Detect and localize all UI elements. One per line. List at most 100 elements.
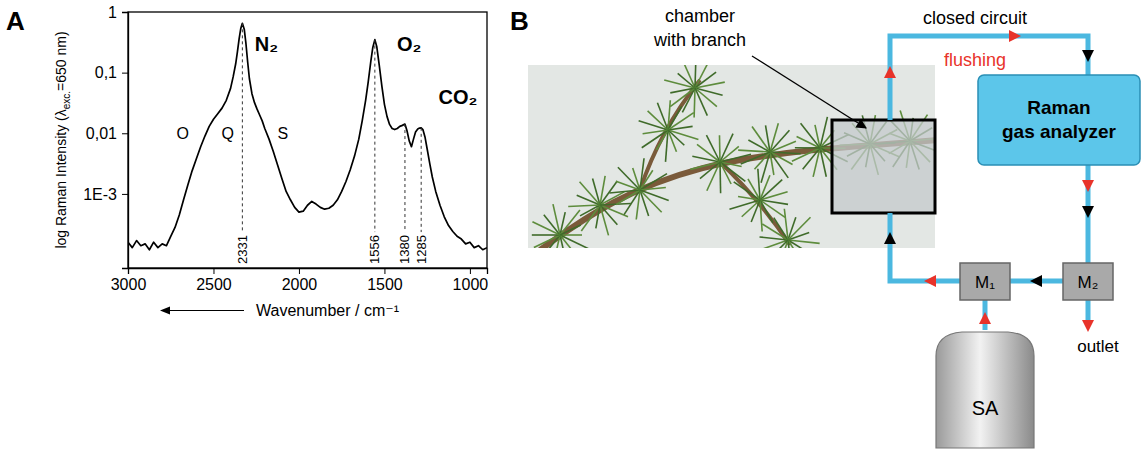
spectrum-line [128,23,487,249]
needle [695,65,709,88]
needle [706,135,720,162]
needle [695,82,725,88]
peak-marker [242,23,243,232]
figure: AB300025002000150010001E-30,010,11log Ra… [0,0,1147,451]
tick-label: 1 [108,4,117,21]
branch-label: Q [222,125,234,142]
valve [960,263,1010,300]
flow-arrow [1009,30,1021,42]
needle [738,150,770,152]
needle [640,190,649,216]
x-axis: 30002500200015001000 [111,268,489,293]
species-label: CO₂ [438,86,477,108]
needle [767,240,788,248]
tick: 1E-3 [83,186,128,203]
needle [758,169,760,200]
needle [682,88,695,112]
needle [568,205,600,207]
flow-arrow [1082,320,1094,332]
needle [801,123,820,148]
needle [766,125,770,152]
needle [734,182,760,200]
peak-label: 1556 [367,235,382,264]
needle [560,235,567,248]
tick-label: 0,01 [86,125,117,142]
peak-marker [404,124,405,232]
tick: 0,1 [95,64,128,81]
flow-arrow [884,232,896,244]
flow-arrow [1082,50,1094,62]
tick-label: 1E-3 [83,186,117,203]
needle [748,140,770,152]
needle [657,103,668,130]
branch-label: S [277,125,288,142]
pipe [890,213,960,281]
tick-label: 2500 [196,276,232,293]
needle [720,134,733,162]
needle [695,88,707,116]
flow-arrow [924,275,936,287]
peak-label: 1380 [397,235,412,264]
needle [792,148,820,161]
flow-arrow [1030,275,1042,287]
needle [770,152,801,154]
needle [532,222,560,235]
needle [741,152,770,164]
analyzer-label-line: Raman [1027,97,1090,118]
peak-label: 1285 [414,235,429,264]
needle [788,240,791,248]
tick-mark [213,268,214,274]
needle [760,200,785,217]
tick-label: 0,1 [95,64,117,81]
needle [609,190,640,193]
needle [770,152,774,175]
flow-arrow [1082,180,1094,192]
needle [719,162,721,193]
arrow-head [160,307,170,315]
valve-label: M₁ [975,273,995,292]
tick-label: 1000 [453,276,489,293]
needle [729,200,760,209]
tick-label: 1500 [367,276,403,293]
needle [784,209,788,240]
needle [720,162,731,184]
chamber-label-line: with branch [653,30,746,50]
needle [600,203,631,205]
peak-marker [421,128,422,232]
plot-frame [128,12,487,268]
photo [528,65,935,248]
chart-texts: 2331155613801285N₂O₂CO₂OQS [176,33,477,264]
needle [624,190,640,215]
y-axis-title-part: log Raman Intensity (λ [53,109,69,248]
needle [560,210,580,235]
needle [720,154,751,162]
needle [534,235,560,248]
gas-cylinder [936,332,1034,448]
species-label: O₂ [397,33,421,55]
tick: 0,01 [86,125,128,142]
needle [532,234,560,236]
analyzer-label: Ramangas analyzer [1002,97,1117,142]
chamber-label: chamberwith branch [653,6,746,50]
branch-label: O [176,125,188,142]
needle [553,204,560,235]
needle [668,106,682,130]
supply-label: SA [972,397,999,419]
needle [788,217,810,240]
needle [600,205,609,235]
circuit-label: closed circuit [923,8,1027,28]
needle [693,88,695,118]
needle [670,88,695,93]
tick-mark [122,73,128,74]
needle [560,234,582,236]
needle [762,224,788,240]
needle [697,144,720,162]
flushing-label: flushing [944,50,1006,70]
needle [820,148,826,177]
twig [720,162,790,245]
needle [560,225,581,235]
pointer-arrow [752,56,866,128]
needle [788,240,805,248]
flow-arrow [1082,206,1094,218]
needle [668,113,694,130]
